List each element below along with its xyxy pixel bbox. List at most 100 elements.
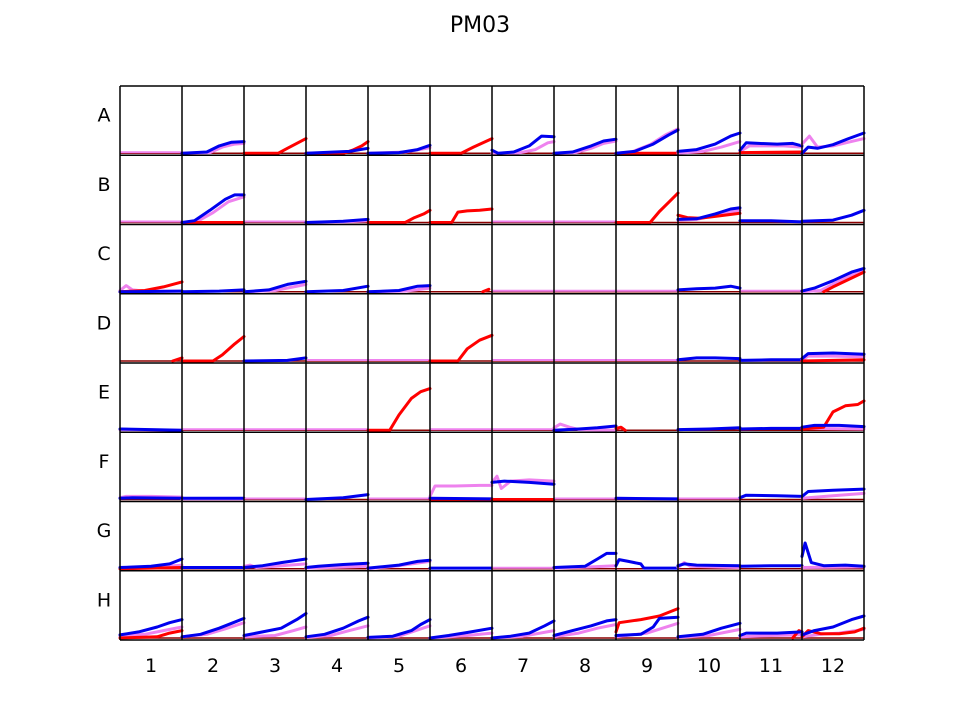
blue-curve	[490, 479, 556, 486]
blue-curve	[366, 143, 432, 155]
blue-curve	[738, 219, 804, 224]
blue-curve	[800, 487, 866, 498]
blue-curve	[118, 496, 184, 500]
well-panel-F9	[614, 496, 680, 501]
blue-curve	[180, 140, 246, 155]
well-panel-G7	[492, 566, 554, 570]
well-panel-B1	[120, 220, 182, 224]
well-panel-D2	[180, 335, 246, 363]
well-panel-G11	[738, 564, 804, 570]
column-label-3: 3	[269, 655, 281, 677]
red-curve	[614, 425, 627, 432]
blue-curve	[242, 612, 308, 637]
well-panel-H12	[800, 614, 866, 639]
blue-curve	[676, 284, 742, 292]
well-panel-C11	[740, 289, 802, 293]
blue-curve	[676, 621, 742, 639]
column-label-9: 9	[641, 655, 653, 677]
red-curve	[171, 356, 184, 363]
well-panel-B10	[676, 206, 742, 224]
blue-curve	[366, 558, 432, 570]
well-panel-E7	[492, 428, 554, 432]
well-panel-C8	[554, 289, 616, 293]
well-panel-G5	[366, 558, 432, 571]
blue-curve	[490, 134, 556, 155]
column-label-2: 2	[207, 655, 219, 677]
blue-curve	[552, 137, 618, 155]
well-panel-E4	[306, 428, 368, 432]
red-curve	[366, 387, 432, 432]
violet-curve	[800, 491, 866, 500]
well-panel-F4	[304, 493, 370, 501]
blue-curve	[552, 618, 618, 637]
well-panel-B8	[554, 220, 616, 224]
well-panel-F3	[244, 497, 306, 501]
well-panel-B4	[304, 217, 370, 224]
violet-curve	[614, 127, 680, 155]
well-panel-A1	[120, 151, 182, 155]
well-panel-E12	[800, 399, 866, 432]
column-label-8: 8	[579, 655, 591, 677]
row-label-C: C	[97, 243, 110, 265]
well-panel-D12	[800, 351, 866, 363]
well-panel-A12	[800, 131, 866, 155]
well-panel-D9	[616, 359, 678, 362]
column-label-4: 4	[331, 655, 343, 677]
well-panel-A8	[552, 137, 618, 155]
well-panel-E3	[244, 428, 306, 432]
well-panel-A9	[614, 127, 680, 155]
well-panel-D5	[368, 359, 430, 362]
red-curve	[614, 191, 680, 224]
column-label-11: 11	[759, 655, 783, 677]
well-panel-F5	[368, 497, 430, 501]
blue-curve	[738, 493, 804, 500]
blue-curve	[304, 561, 370, 569]
blue-curve	[180, 616, 246, 639]
well-panel-B9	[614, 191, 680, 224]
well-panel-A5	[366, 143, 432, 155]
blue-curve	[676, 426, 742, 432]
red-curve	[614, 607, 680, 634]
blue-curve	[490, 619, 556, 640]
well-panel-H4	[304, 615, 370, 639]
column-label-12: 12	[821, 655, 845, 677]
blue-curve	[552, 551, 618, 569]
blue-curve	[800, 208, 866, 223]
row-label-H: H	[97, 589, 111, 611]
well-panel-A4	[304, 140, 370, 155]
well-panel-E9	[614, 425, 678, 432]
violet-curve	[118, 625, 184, 638]
blue-curve	[800, 351, 866, 361]
red-curve	[180, 335, 246, 363]
well-panel-C5	[366, 284, 432, 294]
column-label-10: 10	[697, 655, 721, 677]
well-panel-D6	[428, 333, 494, 363]
violet-curve	[676, 140, 742, 155]
well-panel-G8	[552, 551, 618, 570]
red-curve	[242, 137, 308, 155]
blue-curve	[242, 279, 308, 294]
well-panel-F1	[118, 494, 184, 501]
red-curve	[822, 270, 866, 294]
red-curve	[428, 207, 494, 224]
blue-curve	[676, 356, 742, 362]
well-panel-B3	[244, 220, 306, 224]
blue-curve	[738, 141, 804, 152]
well-panel-B5	[366, 208, 432, 224]
blue-curve	[738, 630, 804, 637]
row-label-B: B	[97, 174, 110, 196]
well-panel-F6	[428, 483, 494, 501]
well-panel-H3	[242, 612, 308, 639]
blue-curve	[738, 358, 804, 362]
well-panel-F8	[554, 497, 616, 501]
well-panel-H5	[366, 618, 432, 640]
blue-curve	[676, 131, 742, 153]
well-panel-G12	[800, 541, 866, 570]
blue-curve	[304, 615, 370, 639]
well-panel-C12	[800, 267, 866, 294]
well-panel-B12	[800, 208, 866, 224]
well-panel-A7	[490, 134, 556, 155]
well-panel-H2	[180, 616, 246, 639]
